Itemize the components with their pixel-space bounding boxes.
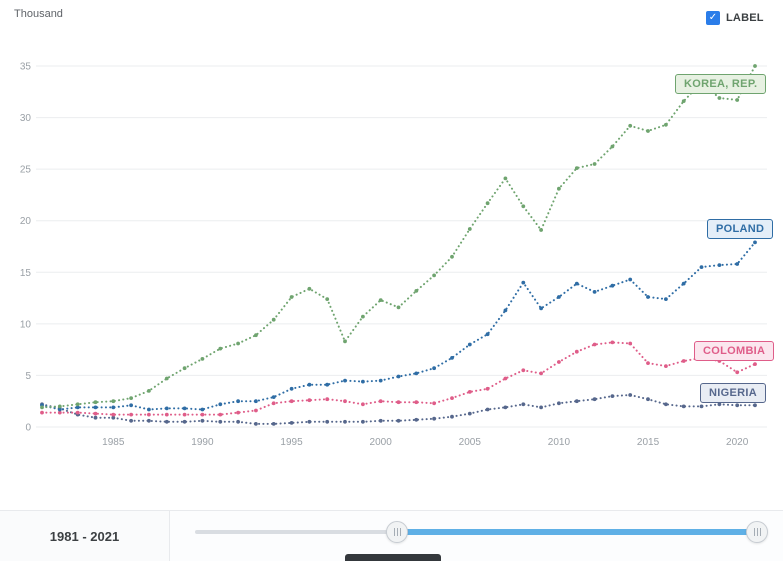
svg-text:1990: 1990	[191, 437, 214, 448]
label-toggle-text: LABEL	[726, 12, 764, 24]
time-range-label: 1981 - 2021	[0, 511, 170, 561]
svg-text:1985: 1985	[102, 437, 125, 448]
range-slider-active-track[interactable]	[397, 529, 757, 535]
svg-text:5: 5	[25, 371, 31, 382]
slider-handle-left[interactable]	[386, 521, 408, 543]
svg-text:2010: 2010	[548, 437, 571, 448]
checkbox-checked-icon[interactable]: ✓	[706, 11, 720, 25]
svg-text:2005: 2005	[459, 437, 482, 448]
time-range-text: 1981 - 2021	[49, 528, 120, 544]
slider-grip-icon	[753, 528, 761, 536]
svg-text:15: 15	[20, 268, 32, 279]
svg-text:2020: 2020	[726, 437, 749, 448]
svg-text:20: 20	[20, 216, 32, 227]
slider-handle-right[interactable]	[746, 521, 768, 543]
bottom-dark-strip	[345, 554, 441, 561]
line-chart: 0 5 10 15 20 25 30 35 1985 1990 1995 2000 2005 2010 20…	[20, 62, 767, 448]
svg-text:25: 25	[20, 165, 32, 176]
svg-text:30: 30	[20, 113, 32, 124]
series-label-korea[interactable]: KOREA, REP.	[675, 74, 767, 94]
svg-text:10: 10	[20, 319, 32, 330]
slider-grip-icon	[393, 528, 401, 536]
svg-text:1995: 1995	[280, 437, 303, 448]
y-axis-unit-label: Thousand	[14, 8, 63, 20]
label-toggle[interactable]: ✓ LABEL	[706, 11, 764, 25]
series-label-colombia[interactable]: COLOMBIA	[694, 341, 775, 361]
svg-text:2000: 2000	[370, 437, 393, 448]
svg-text:2015: 2015	[637, 437, 660, 448]
series-label-poland[interactable]: POLAND	[707, 219, 774, 239]
svg-text:35: 35	[20, 62, 32, 73]
svg-text:0: 0	[25, 423, 31, 434]
series-label-nigeria[interactable]: NIGERIA	[700, 383, 766, 403]
